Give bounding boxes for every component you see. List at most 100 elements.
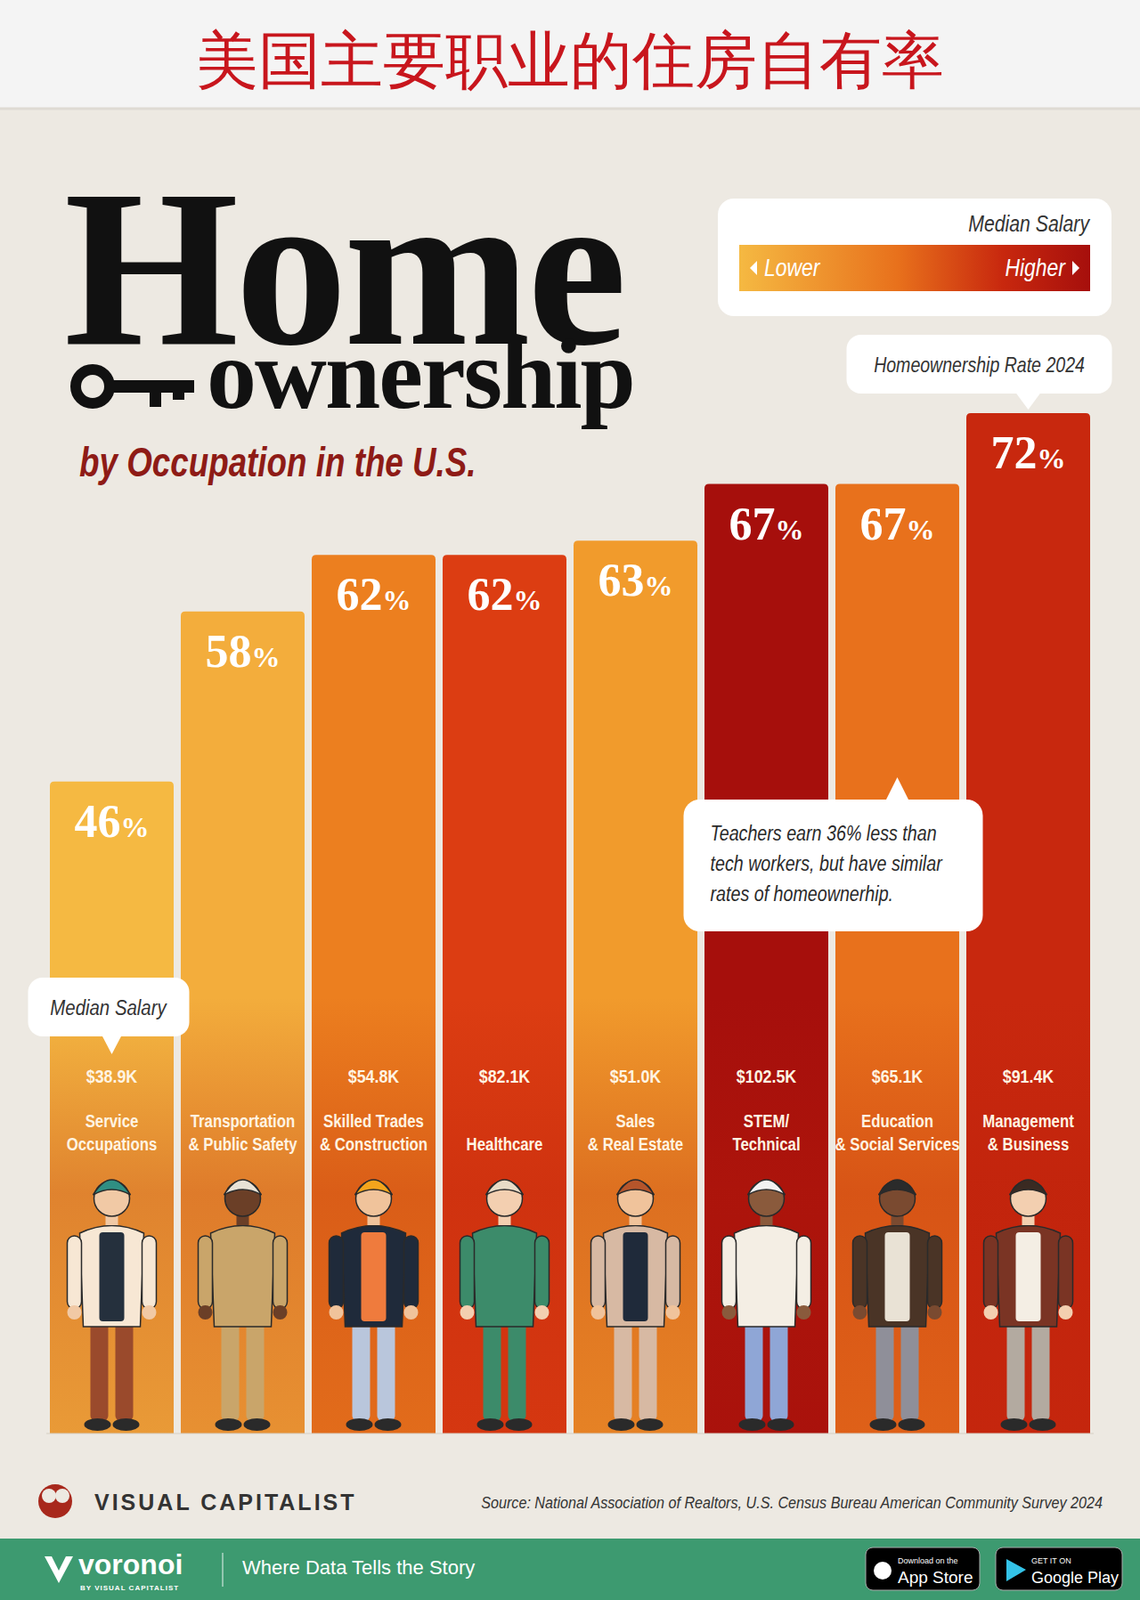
key-tooth [172, 380, 185, 400]
person-hand [666, 1305, 681, 1320]
person-head [487, 1180, 523, 1217]
data-label-unit: % [906, 513, 936, 546]
google-play-icon [1006, 1559, 1026, 1582]
person-hand [198, 1305, 213, 1320]
person-arm [273, 1236, 288, 1310]
category-label-line: Transportation [190, 1110, 296, 1132]
person-leg [639, 1316, 658, 1422]
person-torso [342, 1226, 407, 1328]
bar [180, 611, 305, 1434]
person-leg [745, 1316, 764, 1422]
app-store: App Store [897, 1568, 974, 1588]
brand-logo-shape [41, 1489, 57, 1504]
person-shoe [113, 1418, 140, 1432]
legend-arrow [749, 260, 758, 276]
person-arm [928, 1236, 943, 1310]
annotation-line: tech workers, but have similar [710, 851, 945, 876]
category-label-line: Sales [616, 1110, 656, 1132]
person-torso [996, 1226, 1061, 1328]
person-shoe [636, 1418, 664, 1432]
person-illustration [329, 1180, 419, 1432]
category-label: ServiceOccupations [66, 1110, 158, 1155]
person-leg [483, 1316, 502, 1422]
person-leg [352, 1316, 371, 1422]
category-label-line: & Business [987, 1133, 1069, 1155]
annotation-pointer [886, 777, 910, 801]
person-leg [377, 1316, 396, 1422]
person-head [749, 1180, 785, 1217]
data-label: 58% [205, 626, 281, 677]
bar [573, 540, 698, 1434]
bar [966, 413, 1091, 1434]
data-label-number: 67 [729, 498, 776, 550]
title-second-line: ownership [206, 318, 635, 430]
person-illustration [460, 1180, 550, 1432]
bar-shade [573, 997, 698, 1434]
voronoi-sub: BY VISUAL CAPITALIST [80, 1584, 180, 1593]
salary-callout: Median Salary [49, 995, 168, 1020]
person-arm [666, 1236, 681, 1310]
person-arm [67, 1236, 82, 1310]
person-illustration [198, 1180, 288, 1432]
data-label-unit: % [1037, 442, 1067, 475]
data-label-number: 72 [991, 427, 1038, 479]
person-illustration [984, 1180, 1074, 1432]
category-label: Management& Business [982, 1110, 1075, 1155]
brand-logo [38, 1484, 73, 1519]
person-arm [535, 1236, 550, 1310]
bar-shade [311, 997, 436, 1434]
x-axis [46, 1433, 1094, 1435]
chart-title-box [846, 334, 1113, 394]
person-shoe [1001, 1418, 1028, 1432]
bars [49, 413, 1091, 1434]
salary-label: $38.9K [86, 1066, 139, 1088]
category-label-line: STEM/ [743, 1110, 790, 1132]
data-label: 62% [467, 569, 543, 620]
person-hair [224, 1180, 262, 1196]
google-play-button[interactable] [995, 1547, 1123, 1591]
person-hair [617, 1180, 655, 1196]
person-shoe [739, 1418, 766, 1432]
person-shoe [374, 1418, 402, 1432]
person-detail [1016, 1232, 1042, 1322]
key-ring [75, 369, 110, 404]
person-shoe [767, 1418, 795, 1432]
bar-shade [835, 997, 960, 1434]
app-store-button[interactable] [865, 1547, 980, 1591]
data-label-number: 58 [205, 626, 253, 677]
bar-shade [966, 997, 1091, 1434]
person-leg [90, 1316, 109, 1422]
category-label-line: Skilled Trades [323, 1110, 424, 1132]
person-leg [1032, 1316, 1051, 1422]
person-hand [853, 1305, 868, 1320]
person-head [356, 1180, 392, 1217]
brand: VISUAL CAPITALIST [94, 1490, 358, 1515]
person-shoe [346, 1418, 374, 1432]
person-hair [1009, 1180, 1048, 1196]
salary-callout-box [28, 977, 190, 1037]
annotation: Teachers earn 36% less thantech workers,… [710, 821, 945, 906]
app-store-small: Download on the [897, 1556, 959, 1566]
person-arm [797, 1236, 812, 1310]
person-hand [460, 1305, 475, 1320]
person-illustration [67, 1180, 157, 1432]
google-play-small: GET IT ON [1031, 1556, 1072, 1566]
separator [221, 1553, 224, 1588]
banner [0, 0, 1140, 109]
person-leg [115, 1316, 134, 1422]
data-label-number: 62 [467, 569, 514, 620]
category-label-line: & Social Services [835, 1133, 961, 1155]
person-detail [361, 1232, 387, 1322]
subtitle: by Occupation in the U.S. [79, 439, 477, 486]
data-label: 62% [336, 569, 412, 620]
person-arm [984, 1236, 999, 1310]
person-leg [614, 1316, 633, 1422]
person-hand [535, 1305, 550, 1320]
category-label: Transportation& Public Safety [187, 1110, 298, 1155]
person-arm [722, 1236, 737, 1310]
bar [704, 484, 829, 1434]
person-arm [591, 1236, 606, 1310]
tagline: Where Data Tells the Story [242, 1556, 475, 1580]
chart-title-pointer [1016, 392, 1042, 410]
category-label-line: Healthcare [466, 1133, 544, 1155]
